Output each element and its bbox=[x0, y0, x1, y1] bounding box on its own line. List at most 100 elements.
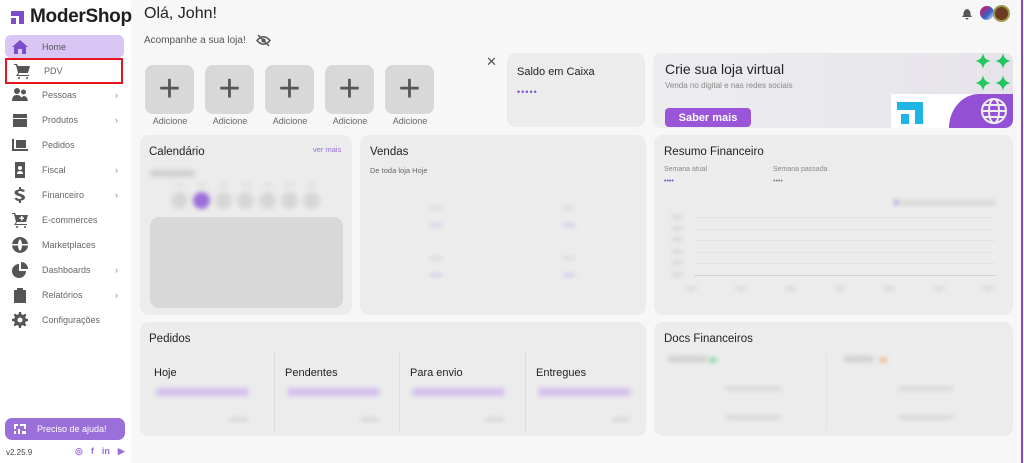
docs-stat bbox=[726, 416, 781, 419]
pedidos-card: Pedidos Hoje Pendentes Para envio Entregues bbox=[140, 322, 646, 436]
sidebar-item-configuracoes[interactable]: Configurações bbox=[5, 308, 124, 331]
ver-mais-link[interactable]: ver mais bbox=[313, 145, 342, 154]
sidebar-item-pdv[interactable]: PDV bbox=[5, 58, 123, 84]
saber-mais-button[interactable]: Saber mais bbox=[665, 108, 751, 127]
vendas-stat bbox=[563, 274, 575, 276]
divider bbox=[826, 354, 827, 429]
sidebar-item-label: Home bbox=[42, 41, 67, 52]
pedidos-count bbox=[486, 418, 504, 421]
add-shortcut-button[interactable]: + bbox=[265, 65, 314, 114]
entradas-icon bbox=[710, 358, 716, 362]
sidebar-item-fiscal[interactable]: Fiscal › bbox=[5, 158, 124, 181]
vendas-stat bbox=[430, 224, 442, 226]
chart-legend bbox=[900, 201, 995, 205]
close-icon[interactable]: ✕ bbox=[486, 54, 497, 69]
gridline bbox=[694, 263, 996, 264]
pedidos-count bbox=[230, 418, 248, 421]
orders-icon bbox=[12, 138, 28, 151]
sidebar-item-financeiro[interactable]: Financeiro › bbox=[5, 183, 124, 206]
eye-slash-icon[interactable] bbox=[256, 34, 271, 47]
weekday-label bbox=[286, 184, 294, 186]
pedidos-value bbox=[287, 388, 380, 396]
calendar-day[interactable] bbox=[171, 192, 188, 209]
arrow-logo-icon bbox=[897, 102, 923, 124]
calendar-day[interactable] bbox=[237, 192, 254, 209]
sidebar-item-produtos[interactable]: Produtos › bbox=[5, 108, 124, 131]
sidebar-item-e-commerces[interactable]: E-commerces bbox=[5, 208, 124, 231]
linkedin-icon[interactable]: in bbox=[101, 446, 110, 456]
greeting: Olá, John! bbox=[144, 5, 217, 22]
chevron-right-icon: › bbox=[115, 89, 118, 100]
pedidos-column-title: Hoje bbox=[154, 367, 177, 379]
saldo-title: Saldo em Caixa bbox=[517, 66, 595, 78]
gridline bbox=[694, 240, 996, 241]
y-tick bbox=[672, 261, 682, 264]
gear-icon bbox=[12, 311, 28, 328]
vendas-stat bbox=[563, 257, 575, 259]
docs-stat bbox=[898, 387, 953, 390]
people-icon bbox=[12, 87, 28, 101]
x-tick bbox=[785, 287, 795, 290]
current-week-label: Semana atual bbox=[664, 166, 708, 173]
pedidos-column-title: Pendentes bbox=[285, 367, 338, 379]
sidebar-item-pessoas[interactable]: Pessoas › bbox=[5, 83, 124, 106]
docs-title: Docs Financeiros bbox=[664, 333, 753, 345]
store-avatar[interactable] bbox=[980, 6, 994, 20]
sidebar-item-label: Dashboards bbox=[42, 264, 91, 275]
facebook-icon[interactable]: f bbox=[90, 446, 94, 456]
plus-icon: + bbox=[158, 68, 181, 110]
sidebar-item-marketplaces[interactable]: Marketplaces bbox=[5, 233, 124, 256]
pedidos-title: Pedidos bbox=[149, 333, 191, 345]
sidebar-item-pedidos[interactable]: Pedidos bbox=[5, 133, 124, 156]
calendar-day[interactable] bbox=[303, 192, 320, 209]
resumo-title: Resumo Financeiro bbox=[664, 146, 764, 158]
globe-icon bbox=[12, 236, 28, 253]
add-shortcut-label: Adicione bbox=[272, 116, 308, 126]
sidebar-item-label: Configurações bbox=[42, 314, 101, 325]
pedidos-value bbox=[156, 388, 249, 396]
calendar-card: Calendário ver mais bbox=[140, 135, 352, 315]
calendar-month bbox=[150, 170, 195, 177]
weekday-label bbox=[242, 184, 250, 186]
sidebar: ModerShop Home PDV Pessoas › Produtos › Pedido… bbox=[0, 0, 132, 463]
calendar-day[interactable] bbox=[215, 192, 232, 209]
pie-chart-icon bbox=[12, 261, 28, 278]
sidebar-item-home[interactable]: Home bbox=[5, 35, 124, 58]
dollar-icon bbox=[14, 186, 25, 203]
sidebar-item-label: Financeiro bbox=[42, 189, 85, 200]
chevron-right-icon: › bbox=[115, 189, 118, 200]
pedidos-column-title: Para envio bbox=[410, 367, 463, 379]
x-tick bbox=[884, 287, 894, 290]
last-week-value: •••• bbox=[773, 178, 783, 185]
bell-icon[interactable] bbox=[962, 9, 972, 20]
logo[interactable]: ModerShop bbox=[10, 6, 132, 28]
current-week-value: •••• bbox=[664, 178, 674, 185]
pedidos-count bbox=[361, 418, 379, 421]
calendar-day[interactable] bbox=[259, 192, 276, 209]
calendar-day[interactable] bbox=[281, 192, 298, 209]
user-avatar[interactable] bbox=[993, 5, 1010, 22]
calendar-day[interactable] bbox=[193, 192, 210, 209]
scrollbar[interactable] bbox=[1021, 0, 1023, 463]
x-tick bbox=[983, 287, 993, 290]
add-shortcut-button[interactable]: + bbox=[325, 65, 374, 114]
cart-plus-icon bbox=[12, 212, 28, 228]
x-tick bbox=[686, 287, 696, 290]
sidebar-item-relatorios[interactable]: Relatórios › bbox=[5, 283, 124, 306]
youtube-icon[interactable]: ▶ bbox=[117, 446, 125, 456]
vendas-stat bbox=[430, 274, 442, 276]
add-shortcut-button[interactable]: + bbox=[145, 65, 194, 114]
add-shortcut-label: Adicione bbox=[152, 116, 188, 126]
instagram-icon[interactable]: ◎ bbox=[75, 446, 83, 456]
banner-title: Crie sua loja virtual bbox=[665, 61, 785, 77]
gridline bbox=[694, 274, 996, 276]
x-tick bbox=[933, 287, 944, 290]
sidebar-item-dashboards[interactable]: Dashboards › bbox=[5, 258, 124, 281]
add-shortcut-button[interactable]: + bbox=[385, 65, 434, 114]
cart-icon bbox=[14, 64, 30, 79]
add-shortcut-button[interactable]: + bbox=[205, 65, 254, 114]
plus-icon: + bbox=[218, 68, 241, 110]
resumo-card: Resumo Financeiro Semana atual •••• Sema… bbox=[654, 135, 1013, 315]
help-button[interactable]: Preciso de ajuda! bbox=[5, 418, 125, 440]
plus-icon: + bbox=[398, 68, 421, 110]
